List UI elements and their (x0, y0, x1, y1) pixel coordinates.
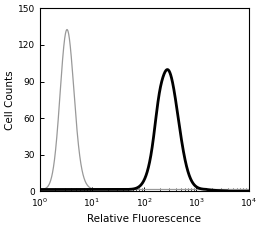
X-axis label: Relative Fluorescence: Relative Fluorescence (87, 214, 201, 224)
Y-axis label: Cell Counts: Cell Counts (5, 70, 15, 130)
